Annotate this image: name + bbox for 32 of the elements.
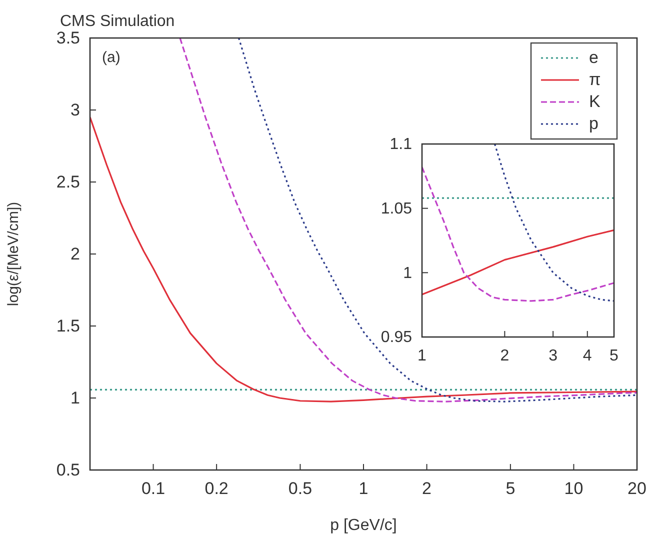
y-tick-label: 3.5 [56,28,80,48]
x-tick-label: 3 [548,347,558,364]
x-tick-label: 5 [610,347,619,364]
legend-label: p [589,114,598,133]
x-tick-label: 5 [506,479,516,498]
y-tick-label: 1 [403,264,412,282]
legend-label: e [589,48,598,67]
y-tick-label: 3 [70,100,80,120]
y-tick-label: 0.95 [380,329,412,346]
x-tick-label: 0.5 [288,479,312,498]
x-tick-label: 10 [564,479,584,498]
x-axis-title: p [GeV/c] [330,517,397,534]
legend-label: K [589,92,601,111]
x-tick-label: 0.2 [204,479,228,498]
x-tick-label: 1 [418,347,427,364]
x-tick-label: 2 [422,479,432,498]
legend-label: π [589,70,601,89]
y-tick-label: 1.5 [56,316,80,336]
x-tick-label: 0.1 [141,479,166,498]
x-tick-label: 20 [628,479,646,498]
x-tick-label: 2 [500,347,510,364]
y-tick-label: 1 [70,388,80,408]
x-tick-label: 1 [358,479,368,498]
y-tick-label: 2.5 [56,172,80,192]
chart-title: CMS Simulation [60,13,175,30]
y-axis-title: log(ε/[MeV/cm]) [5,202,22,306]
annotation: (a) [102,49,120,66]
x-tick-label: 4 [582,347,592,364]
y-tick-label: 0.5 [56,460,80,480]
y-tick-label: 1.05 [380,200,412,218]
y-tick-label: 2 [70,244,80,264]
y-tick-label: 1.1 [390,136,412,154]
